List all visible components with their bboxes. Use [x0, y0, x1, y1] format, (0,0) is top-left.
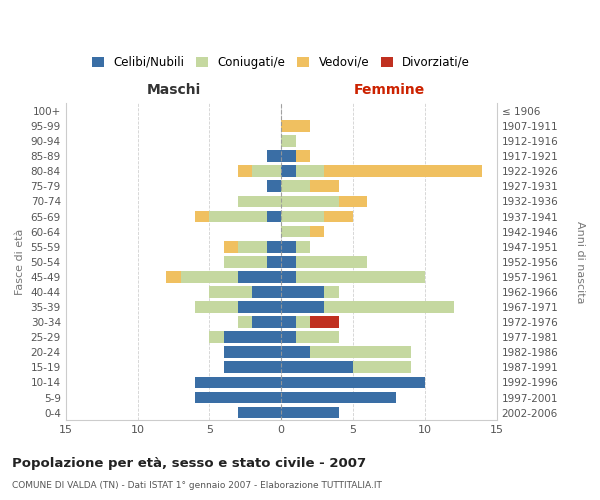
Bar [325, 210, 353, 222]
Bar [281, 226, 310, 237]
Bar [296, 166, 325, 177]
Bar [296, 332, 338, 343]
Bar [281, 150, 296, 162]
Legend: Celibi/Nubili, Coniugati/e, Vedovi/e, Divorziati/e: Celibi/Nubili, Coniugati/e, Vedovi/e, Di… [89, 52, 473, 72]
Bar [281, 271, 296, 282]
Text: Femmine: Femmine [353, 83, 425, 97]
Bar [224, 256, 267, 268]
Bar [281, 301, 325, 313]
Bar [310, 346, 410, 358]
Bar [195, 210, 209, 222]
Bar [281, 241, 296, 252]
Bar [238, 301, 281, 313]
Bar [296, 241, 310, 252]
Bar [267, 150, 281, 162]
Bar [224, 346, 281, 358]
Bar [267, 256, 281, 268]
Bar [281, 376, 425, 388]
Bar [325, 286, 338, 298]
Bar [281, 135, 296, 147]
Bar [253, 166, 281, 177]
Bar [238, 271, 281, 282]
Bar [281, 256, 296, 268]
Bar [253, 316, 281, 328]
Text: Popolazione per età, sesso e stato civile - 2007: Popolazione per età, sesso e stato civil… [12, 458, 366, 470]
Bar [281, 346, 310, 358]
Bar [209, 332, 224, 343]
Bar [281, 166, 296, 177]
Y-axis label: Anni di nascita: Anni di nascita [575, 220, 585, 303]
Bar [195, 392, 281, 404]
Bar [325, 301, 454, 313]
Bar [281, 332, 296, 343]
Bar [281, 196, 338, 207]
Y-axis label: Fasce di età: Fasce di età [15, 228, 25, 295]
Bar [296, 150, 310, 162]
Bar [296, 271, 425, 282]
Bar [238, 166, 253, 177]
Bar [281, 406, 338, 418]
Bar [338, 196, 367, 207]
Bar [281, 120, 310, 132]
Bar [209, 286, 253, 298]
Bar [195, 301, 238, 313]
Bar [281, 362, 353, 373]
Bar [267, 210, 281, 222]
Bar [267, 180, 281, 192]
Text: Maschi: Maschi [146, 83, 200, 97]
Bar [166, 271, 181, 282]
Bar [267, 241, 281, 252]
Bar [253, 286, 281, 298]
Bar [224, 241, 238, 252]
Bar [281, 316, 296, 328]
Bar [238, 316, 253, 328]
Bar [181, 271, 238, 282]
Bar [238, 406, 281, 418]
Bar [353, 362, 410, 373]
Bar [281, 392, 396, 404]
Bar [224, 332, 281, 343]
Text: COMUNE DI VALDA (TN) - Dati ISTAT 1° gennaio 2007 - Elaborazione TUTTITALIA.IT: COMUNE DI VALDA (TN) - Dati ISTAT 1° gen… [12, 481, 382, 490]
Bar [281, 180, 310, 192]
Bar [310, 180, 338, 192]
Bar [224, 362, 281, 373]
Bar [310, 316, 338, 328]
Bar [281, 210, 325, 222]
Bar [325, 166, 482, 177]
Bar [296, 256, 367, 268]
Bar [296, 316, 310, 328]
Bar [238, 196, 281, 207]
Bar [195, 376, 281, 388]
Bar [209, 210, 267, 222]
Bar [281, 286, 325, 298]
Bar [238, 241, 267, 252]
Bar [310, 226, 325, 237]
